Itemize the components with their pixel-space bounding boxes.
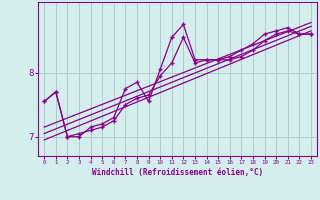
X-axis label: Windchill (Refroidissement éolien,°C): Windchill (Refroidissement éolien,°C) [92,168,263,177]
